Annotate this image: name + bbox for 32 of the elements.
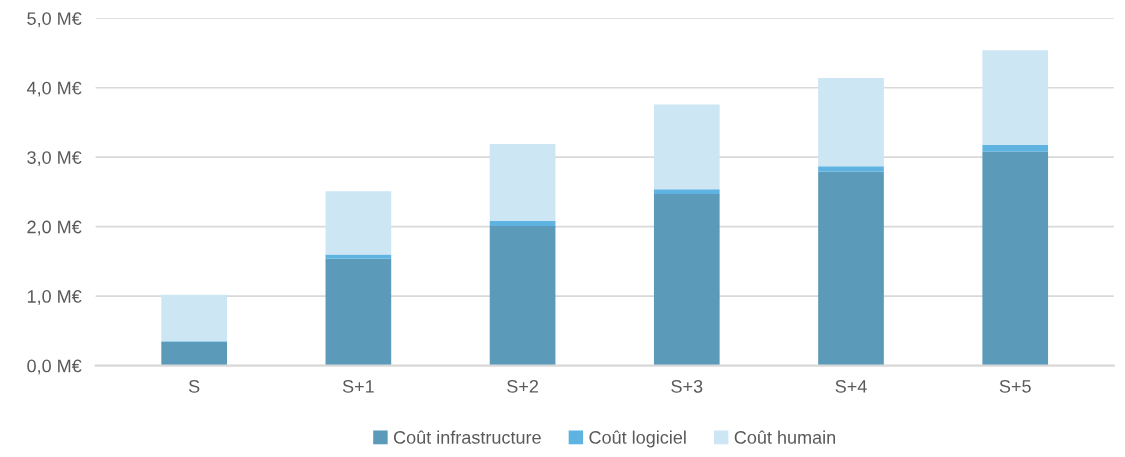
bar [818,78,884,167]
bar [325,258,392,366]
x-tick-label: S+1 [342,379,374,393]
x-tick-label: S+5 [999,379,1031,393]
bar [325,191,392,255]
y-tick-label: 1,0 M€ [27,290,82,305]
bar [489,221,556,226]
bar [982,151,1049,366]
bar [818,166,884,172]
legend-label: Coût humain [734,430,836,444]
y-tick-label: 0,0 M€ [27,359,82,375]
bar [653,194,720,366]
legend-label: Coût logiciel [589,430,686,448]
y-tick-label: 2,0 M€ [27,220,82,236]
y-tick-label: 3,0 M€ [27,151,82,167]
bar [818,171,884,366]
x-tick-label: S+4 [835,379,867,393]
bar [489,144,556,222]
y-tick-label: 4,0 M€ [26,81,82,97]
bar [489,225,556,366]
bar [982,144,1049,152]
x-tick-label: S [188,379,200,393]
bar [161,341,227,366]
bar [325,254,392,259]
bar [161,294,227,342]
bar [982,50,1049,145]
x-tick-label: S+3 [671,379,703,393]
bar [653,104,720,190]
y-tick-label: 5,0 M€ [27,12,82,28]
legend-label: Coût infrastructure [393,430,541,444]
bar [653,189,720,195]
x-tick-label: S+2 [507,379,538,393]
